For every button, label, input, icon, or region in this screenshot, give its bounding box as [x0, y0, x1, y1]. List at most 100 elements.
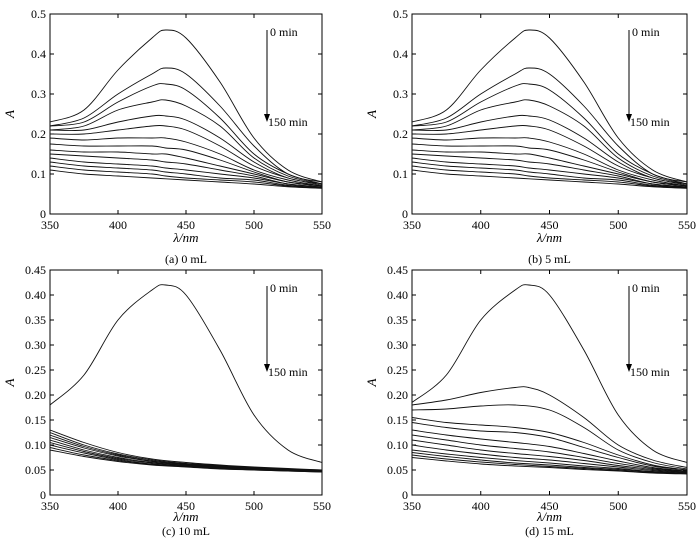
y-tick-label: 0.2	[393, 127, 408, 141]
y-tick-label: 0.40	[387, 288, 408, 302]
series-line-7	[50, 444, 322, 472]
y-tick-label: 0.15	[387, 413, 408, 427]
series-line-1	[412, 67, 687, 183]
y-tick-label: 0.5	[393, 7, 408, 21]
panel-3: 350 400 450 500 550 0 0.05 0.10 0.15 0.20 0.25 0.30…	[364, 263, 696, 538]
y-tick-label: 0.10	[25, 438, 46, 452]
series-line-10	[50, 157, 322, 188]
x-tick-label: 350	[403, 218, 421, 232]
x-tick-label: 500	[609, 499, 627, 513]
x-tick-label: 550	[313, 218, 331, 232]
y-axis-label: A	[2, 110, 17, 119]
y-axis-label: A	[2, 378, 17, 387]
x-axis-label: λ/nm	[172, 509, 198, 524]
y-tick-label: 0.40	[25, 288, 46, 302]
series-line-0	[412, 29, 687, 183]
panel-caption: (b) 5 mL	[528, 252, 571, 266]
x-tick-label: 400	[472, 499, 490, 513]
x-axis-label: λ/nm	[536, 230, 562, 245]
series-line-2	[412, 404, 687, 470]
y-tick-label: 0.1	[393, 167, 408, 181]
y-tick-label: 0	[40, 207, 46, 221]
time-end-label: 150 min	[630, 365, 670, 379]
y-tick-label: 0.35	[25, 313, 46, 327]
series-line-0	[50, 29, 322, 183]
y-tick-label: 0.45	[387, 263, 408, 277]
series-line-5	[412, 429, 687, 472]
y-tick-label: 0.05	[387, 463, 408, 477]
time-end-label: 150 min	[630, 115, 670, 129]
x-tick-label: 450	[541, 218, 559, 232]
series-group	[412, 29, 687, 189]
series-line-5	[50, 125, 322, 186]
series-line-4	[412, 422, 687, 471]
panel-caption: (d) 15 mL	[525, 524, 574, 538]
panel-1: 350 400 450 500 550 0 0.1 0.2 0.3 0.4 0.5 λ/nm A (b) …	[364, 7, 696, 266]
y-tick-label: 0	[40, 488, 46, 502]
y-tick-label: 0.3	[31, 87, 46, 101]
series-line-8	[412, 444, 687, 473]
y-tick-label: 0.20	[25, 388, 46, 402]
y-tick-label: 0.25	[25, 363, 46, 377]
series-line-6	[50, 137, 322, 187]
series-group	[50, 284, 322, 473]
panel-2: 350 400 450 500 550 0 0.05 0.10 0.15 0.20 0.25 0.30…	[2, 263, 331, 538]
y-axis-label: A	[364, 110, 379, 119]
series-line-9	[50, 153, 322, 188]
y-tick-label: 0.35	[387, 313, 408, 327]
x-tick-label: 400	[472, 218, 490, 232]
series-line-0	[50, 284, 322, 463]
x-tick-label: 500	[609, 218, 627, 232]
y-tick-label: 0.05	[25, 463, 46, 477]
y-tick-label: 0.4	[393, 47, 408, 61]
y-tick-label: 0.30	[25, 338, 46, 352]
series-line-11	[50, 161, 322, 189]
y-tick-label: 0.30	[387, 338, 408, 352]
series-line-0	[412, 284, 687, 463]
series-line-12	[412, 457, 687, 475]
x-tick-label: 400	[109, 499, 127, 513]
time-arrow-head	[626, 114, 632, 122]
series-line-4	[412, 114, 687, 185]
x-tick-label: 400	[109, 218, 127, 232]
series-line-6	[412, 137, 687, 187]
series-line-10	[412, 157, 687, 188]
series-line-9	[50, 449, 322, 473]
series-line-2	[50, 83, 322, 185]
series-line-6	[412, 434, 687, 472]
series-line-2	[50, 432, 322, 471]
series-line-2	[412, 83, 687, 185]
series-line-10	[412, 452, 687, 474]
series-line-3	[50, 99, 322, 185]
series-line-5	[412, 125, 687, 186]
x-tick-label: 450	[177, 218, 195, 232]
x-tick-label: 550	[678, 499, 696, 513]
x-tick-label: 350	[403, 499, 421, 513]
y-tick-label: 0.5	[31, 7, 46, 21]
x-tick-label: 350	[41, 499, 59, 513]
y-tick-label: 0	[402, 207, 408, 221]
x-tick-label: 550	[313, 499, 331, 513]
panel-0: 350 400 450 500 550 0 0.1 0.2 0.3 0.4 0.5 λ/nm A (a) …	[2, 7, 331, 266]
series-line-7	[50, 143, 322, 187]
series-line-9	[412, 153, 687, 188]
time-start-label: 0 min	[632, 25, 660, 39]
series-line-7	[412, 439, 687, 473]
series-line-13	[50, 169, 322, 189]
x-tick-label: 500	[245, 499, 263, 513]
series-line-3	[412, 99, 687, 185]
series-group	[412, 284, 687, 475]
x-tick-label: 550	[678, 218, 696, 232]
x-tick-label: 450	[541, 499, 559, 513]
y-tick-label: 0.45	[25, 263, 46, 277]
series-line-3	[50, 434, 322, 471]
y-tick-label: 0.4	[31, 47, 46, 61]
time-start-label: 0 min	[270, 25, 298, 39]
x-tick-label: 450	[177, 499, 195, 513]
y-tick-label: 0.10	[387, 438, 408, 452]
panel-caption: (c) 10 mL	[162, 524, 210, 538]
y-tick-label: 0.20	[387, 388, 408, 402]
time-end-label: 150 min	[268, 115, 308, 129]
series-group	[50, 29, 322, 189]
